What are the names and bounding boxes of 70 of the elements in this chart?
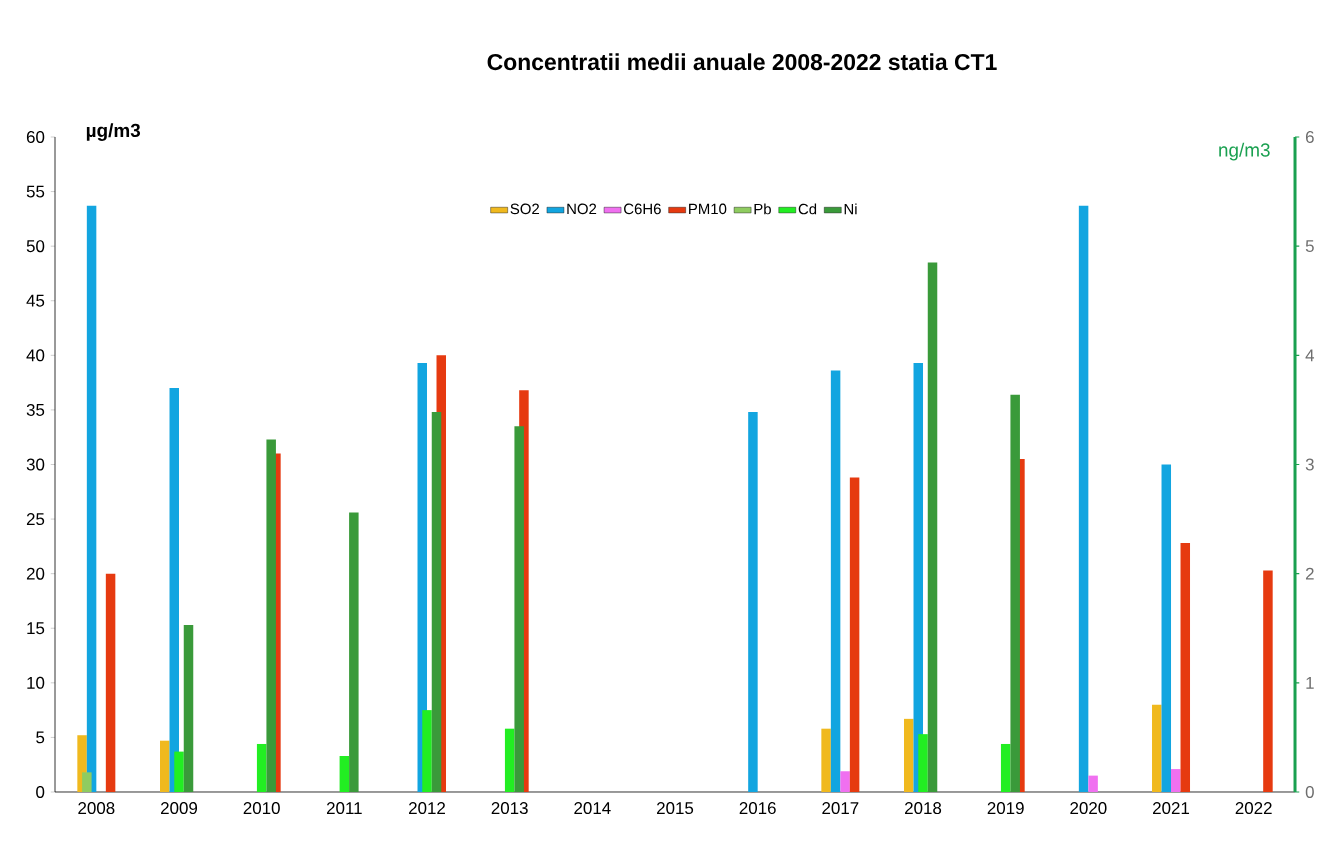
y2-tick-label: 5	[1305, 240, 1314, 253]
legend-label: Ni	[844, 203, 857, 215]
bar	[1161, 464, 1172, 792]
y-axis-title: µg/m3	[86, 123, 141, 141]
y2-tick-label: 0	[1305, 786, 1314, 798]
x-tick-label: 2008	[78, 802, 115, 815]
bar	[422, 710, 432, 792]
x-tick-label: 2012	[409, 802, 445, 815]
x-tick-label: 2018	[905, 802, 942, 815]
bar	[504, 728, 515, 792]
bar	[339, 755, 350, 792]
y-tick-label: 50	[26, 240, 45, 253]
legend-label: PM10	[689, 203, 727, 215]
y-tick-label: 30	[26, 458, 45, 471]
y-tick-label: 20	[26, 567, 45, 580]
x-tick-label: 2011	[326, 802, 362, 815]
x-tick-label: 2009	[161, 802, 198, 815]
bar	[1152, 704, 1162, 792]
y-tick-label: 35	[26, 403, 45, 416]
x-tick-label: 2017	[822, 802, 859, 815]
bar	[918, 734, 928, 792]
x-tick-label: 2013	[491, 802, 528, 815]
bar	[1180, 543, 1191, 792]
legend-label: Cd	[798, 203, 817, 215]
bar	[904, 718, 914, 792]
chart-title: Concentratii medii anuale 2008-2022 statia CT1	[487, 53, 997, 71]
bar	[1078, 205, 1089, 792]
x-tick-label: 2020	[1070, 802, 1107, 815]
bar	[748, 412, 758, 792]
legend-label: SO2	[510, 203, 540, 215]
y-tick-label: 25	[26, 513, 45, 526]
legend-label: C6H6	[624, 203, 661, 215]
bar	[349, 512, 359, 792]
bar	[1263, 570, 1273, 792]
y2-tick-label: 1	[1306, 677, 1314, 689]
bar	[174, 751, 184, 792]
y-tick-label: 5	[36, 731, 45, 744]
y2-tick-label: 2	[1305, 567, 1314, 580]
y2-tick-label: 6	[1305, 130, 1314, 143]
bar	[840, 771, 850, 792]
x-tick-label: 2015	[657, 802, 694, 815]
bar	[1088, 775, 1098, 792]
y2-tick-label: 3	[1305, 458, 1314, 471]
bar	[160, 740, 170, 792]
y-tick-label: 60	[26, 130, 45, 143]
y-tick-label: 55	[26, 185, 45, 198]
x-tick-label: 2021	[1153, 802, 1190, 815]
y2-tick-label: 4	[1305, 349, 1315, 362]
x-tick-label: 2016	[739, 802, 776, 815]
bar	[849, 477, 860, 792]
bar	[830, 370, 841, 792]
bar	[927, 262, 938, 792]
y-tick-label: 15	[27, 622, 45, 635]
y-tick-label: 10	[27, 676, 45, 689]
x-tick-label: 2010	[243, 802, 280, 815]
bar	[183, 624, 194, 792]
bar	[821, 728, 831, 792]
bar	[1171, 769, 1181, 792]
bar	[256, 743, 267, 792]
bar	[1000, 743, 1011, 792]
y2-axis-title: ng/m3	[1219, 142, 1270, 161]
y-tick-label: 40	[26, 349, 45, 362]
y-tick-label: 0	[36, 786, 45, 798]
x-tick-label: 2019	[987, 802, 1024, 815]
x-tick-label: 2014	[574, 802, 611, 815]
y-tick-label: 45	[26, 294, 45, 307]
legend-label: NO2	[567, 203, 597, 215]
legend-label: Pb	[754, 203, 771, 215]
bar	[105, 573, 116, 792]
x-tick-label: 2022	[1235, 802, 1272, 815]
